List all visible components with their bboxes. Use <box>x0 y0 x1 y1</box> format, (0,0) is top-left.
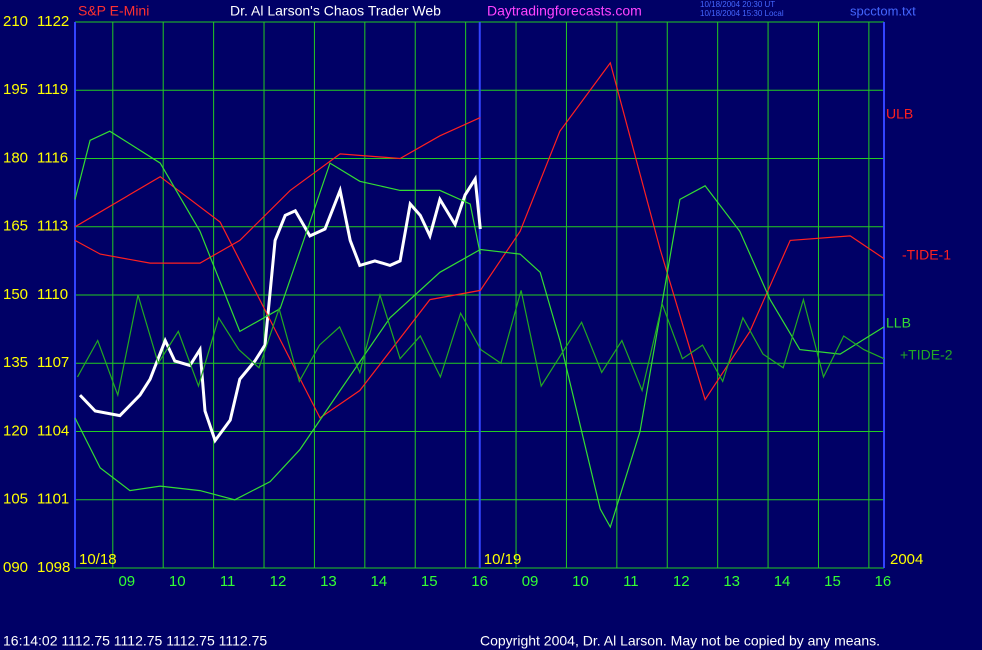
y2-tick-label: 1119 <box>37 81 68 98</box>
x-tick-label: 13 <box>320 573 337 590</box>
series-line <box>74 130 481 333</box>
series-line <box>74 185 885 529</box>
y-tick-label: 210 <box>3 13 28 30</box>
series-line <box>78 174 482 444</box>
x-tick-label: 12 <box>270 573 287 590</box>
y-tick-label: 195 <box>3 81 28 98</box>
y-tick-label: 180 <box>3 149 28 166</box>
date-marker-label: 10/19 <box>484 551 522 568</box>
x-tick-label: 15 <box>421 573 438 590</box>
y-tick-label: 090 <box>3 559 28 576</box>
timestamp: 10/18/2004 20:30 UT <box>700 0 775 9</box>
x-tick-label: 15 <box>824 573 841 590</box>
status-line: 16:14:02 1112.75 1112.75 1112.75 1112.75 <box>3 633 267 649</box>
series-label: LLB <box>886 315 911 331</box>
y2-tick-label: 1107 <box>37 354 69 371</box>
y2-tick-label: 1098 <box>37 559 70 576</box>
y2-tick-label: 1122 <box>37 13 69 30</box>
series-line <box>74 61 885 419</box>
x-tick-label: 10 <box>169 573 186 590</box>
copyright: Copyright 2004, Dr. Al Larson. May not b… <box>480 633 880 649</box>
y-tick-label: 135 <box>3 354 28 371</box>
file-name: spcctom.txt <box>850 3 916 18</box>
x-tick-label: 11 <box>623 573 639 590</box>
y2-tick-label: 1101 <box>37 491 69 508</box>
timestamp: 10/18/2004 15:30 Local <box>700 9 784 18</box>
y-tick-label: 150 <box>3 286 28 303</box>
x-tick-label: 11 <box>220 573 236 590</box>
x-tick-label: 16 <box>471 573 488 590</box>
x-tick-label: 13 <box>723 573 740 590</box>
y-tick-label: 120 <box>3 422 28 439</box>
x-tick-label: 14 <box>774 573 791 590</box>
series-line <box>76 290 885 398</box>
date-marker-label: 10/18 <box>79 551 117 568</box>
x-tick-label: 09 <box>118 573 135 590</box>
x-tick-label: 10 <box>572 573 589 590</box>
x-tick-label: 12 <box>673 573 690 590</box>
x-tick-label: 16 <box>875 573 892 590</box>
y2-tick-label: 1116 <box>37 149 68 166</box>
series-label: ULB <box>886 105 913 121</box>
y2-tick-label: 1110 <box>37 286 68 303</box>
year-label: 2004 <box>890 551 923 568</box>
chart-subtitle: S&P E-Mini <box>78 3 149 19</box>
series-label: +TIDE-2 <box>900 346 953 362</box>
series-label: -TIDE-1 <box>902 246 951 262</box>
x-tick-label: 14 <box>370 573 387 590</box>
y2-tick-label: 1104 <box>37 422 69 439</box>
y-tick-label: 105 <box>3 491 28 508</box>
series-line <box>74 117 481 264</box>
website: Daytradingforecasts.com <box>487 3 642 19</box>
chart-title: Dr. Al Larson's Chaos Trader Web <box>230 3 441 19</box>
x-tick-label: 09 <box>522 573 539 590</box>
y2-tick-label: 1113 <box>37 218 68 235</box>
y-tick-label: 165 <box>3 218 28 235</box>
